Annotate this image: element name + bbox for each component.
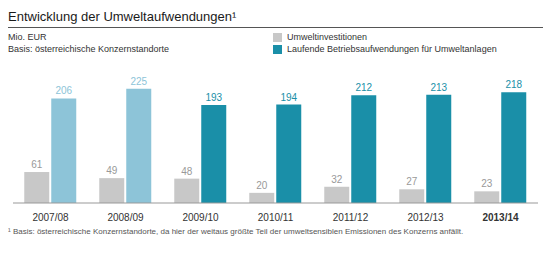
svg-text:20: 20 — [256, 180, 268, 191]
html-text:¹ Basis: österreichische Konze: ¹ Basis: österreichische Konzernstandort… — [8, 227, 464, 236]
html-text:Mio. EUR: Mio. EUR — [8, 32, 47, 42]
svg-text:32: 32 — [331, 174, 343, 185]
html-text:Basis: österreichische Konzern: Basis: österreichische Konzernstandorte — [8, 44, 170, 54]
svg-text:194: 194 — [280, 92, 297, 103]
svg-text:193: 193 — [205, 92, 222, 103]
svg-text:48: 48 — [181, 166, 193, 177]
svg-text:213: 213 — [430, 82, 447, 93]
svg-text:225: 225 — [130, 76, 147, 87]
svg-text:206: 206 — [55, 85, 72, 96]
svg-text:2009/10: 2009/10 — [182, 212, 219, 223]
svg-text:2008/09: 2008/09 — [107, 212, 144, 223]
html-text:Umweltinvestitionen: Umweltinvestitionen — [287, 32, 367, 42]
svg-text:2007/08: 2007/08 — [32, 212, 69, 223]
svg-text:218: 218 — [505, 79, 522, 90]
html-text:Laufende Betriebsaufwendungen: Laufende Betriebsaufwendungen für Umwelt… — [287, 44, 497, 54]
svg-text:27: 27 — [406, 176, 418, 187]
svg-text:2013/14: 2013/14 — [482, 212, 519, 223]
svg-text:212: 212 — [355, 82, 372, 93]
html-text:Entwicklung der Umweltaufwendu: Entwicklung der Umweltaufwendungen¹ — [8, 9, 237, 24]
svg-text:2011/12: 2011/12 — [333, 212, 369, 223]
svg-text:2012/13: 2012/13 — [407, 212, 444, 223]
svg-text:49: 49 — [106, 165, 118, 176]
svg-text:23: 23 — [481, 178, 493, 189]
svg-text:61: 61 — [31, 159, 43, 170]
svg-text:2010/11: 2010/11 — [258, 212, 294, 223]
